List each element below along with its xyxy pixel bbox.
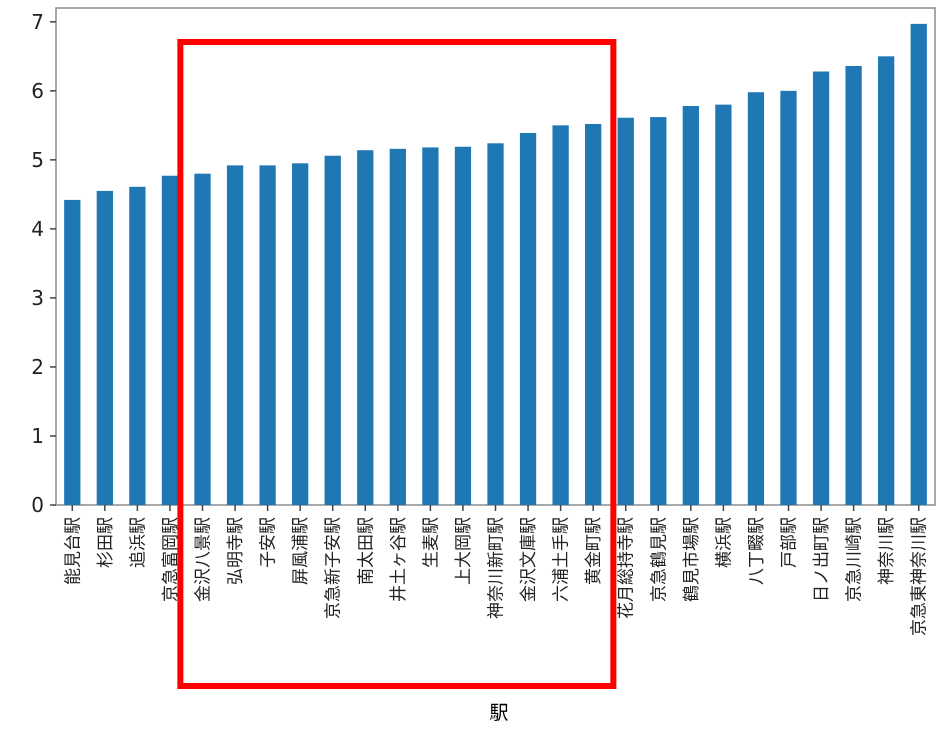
x-tick-label: 金沢八景駅 xyxy=(194,517,214,602)
ticks-layer: 0 1 2 3 4 5 6 7 xyxy=(31,10,920,517)
bar xyxy=(812,71,830,505)
x-tick-label: 日ノ出町駅 xyxy=(812,517,832,602)
x-tick-label: 金沢文庫駅 xyxy=(519,517,539,602)
bar xyxy=(650,117,667,505)
x-tick-label: 神奈川新町駅 xyxy=(487,517,507,619)
bar xyxy=(64,199,81,505)
x-tick-label: 上大岡駅 xyxy=(454,517,474,585)
bar xyxy=(552,125,569,505)
y-tick-label: 3 xyxy=(31,286,44,310)
bars-layer xyxy=(64,23,927,506)
bar xyxy=(161,175,179,506)
bar xyxy=(519,132,537,505)
bar xyxy=(617,117,634,506)
x-tick-label: 鶴見市場駅 xyxy=(682,517,702,602)
x-tick-labels: 能見台駅 杉田駅 追浜駅 京急富岡駅 金沢八景駅 弘明寺駅 子安駅 屏風浦駅 京急新子安駅 南太田… xyxy=(63,517,929,636)
bar xyxy=(780,90,797,505)
bar xyxy=(422,147,439,506)
x-tick-label: 六浦土手駅 xyxy=(552,517,572,602)
bar xyxy=(324,155,341,505)
bar xyxy=(129,186,146,505)
bar xyxy=(910,23,927,505)
x-tick-label: 神奈川駅 xyxy=(877,517,897,585)
x-tick-label: 南太田駅 xyxy=(356,517,376,585)
bar xyxy=(357,150,374,506)
x-tick-label: 横浜駅 xyxy=(714,517,734,568)
highlight-layer xyxy=(177,39,617,689)
bar xyxy=(292,163,309,505)
bar xyxy=(878,56,895,505)
y-tick-label: 4 xyxy=(31,217,44,241)
bar xyxy=(96,190,113,505)
x-tick-label: 戸部駅 xyxy=(780,517,800,568)
y-tick-label: 2 xyxy=(31,355,44,379)
bar xyxy=(845,65,862,505)
x-tick-label: 京急川崎駅 xyxy=(845,517,865,602)
x-tick-label: 花月総持寺駅 xyxy=(617,517,637,619)
bar xyxy=(259,165,276,505)
bar xyxy=(682,106,699,506)
x-tick-label: 子安駅 xyxy=(259,517,279,568)
bar xyxy=(454,146,472,505)
x-tick-label: 黄金町駅 xyxy=(584,517,604,585)
x-tick-label: 京急富岡駅 xyxy=(161,517,181,602)
bar xyxy=(194,173,211,505)
x-tick-label: 杉田駅 xyxy=(96,517,116,568)
x-tick-label: 弘明寺駅 xyxy=(226,517,246,585)
x-tick-label: 八丁畷駅 xyxy=(747,517,767,585)
highlight-box xyxy=(177,39,617,689)
x-tick-label: 京急新子安駅 xyxy=(324,517,344,619)
y-tick-label: 1 xyxy=(31,424,44,448)
x-tick-label: 能見台駅 xyxy=(63,517,83,585)
x-tick-label: 京急東神奈川駅 xyxy=(910,517,930,636)
y-tick-label: 0 xyxy=(31,493,44,517)
bar xyxy=(389,148,406,506)
bar xyxy=(226,165,244,505)
bar xyxy=(487,143,504,506)
y-tick-label: 6 xyxy=(31,79,44,103)
y-tick-label: 7 xyxy=(31,10,44,34)
y-tick-label: 5 xyxy=(31,148,44,172)
x-tick-label: 京急鶴見駅 xyxy=(649,517,669,602)
x-tick-label: 追浜駅 xyxy=(128,517,148,568)
x-axis-title: 駅 xyxy=(489,702,508,724)
bar xyxy=(585,123,602,505)
x-tick-label: 生麦駅 xyxy=(421,517,441,568)
x-tick-label: 屏風浦駅 xyxy=(291,517,311,585)
bar xyxy=(747,92,765,505)
x-tick-label: 井土ヶ谷駅 xyxy=(389,517,409,602)
bar xyxy=(715,104,732,505)
